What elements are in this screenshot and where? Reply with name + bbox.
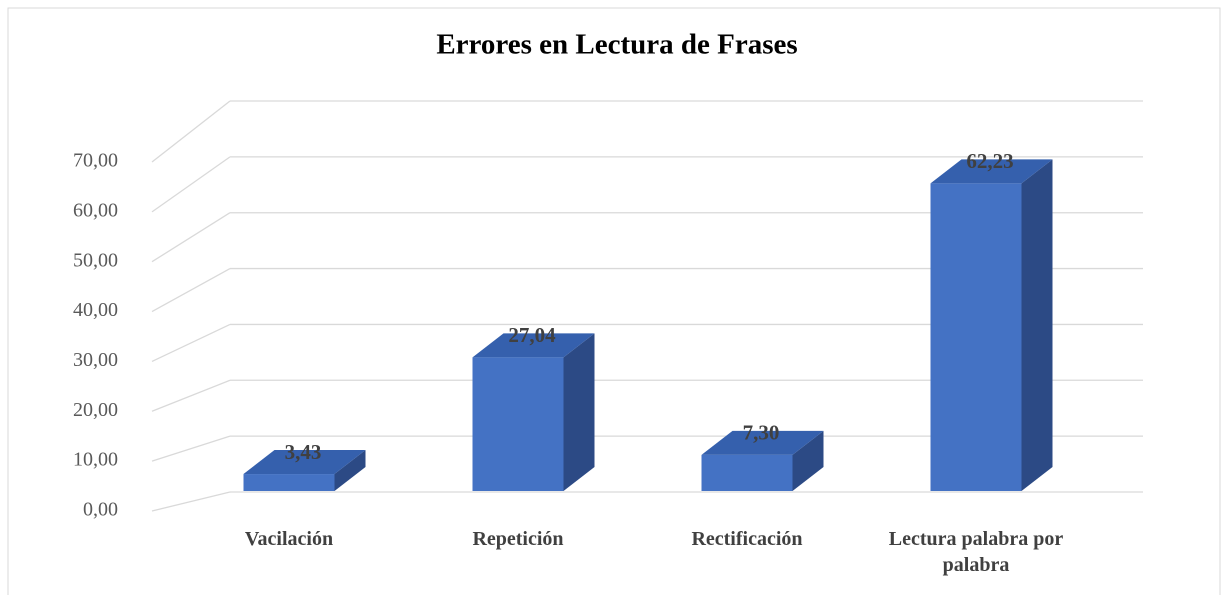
- chart-title: Errores en Lectura de Frases: [436, 29, 797, 61]
- bar-top: [243, 450, 366, 475]
- data-label: 62,23: [966, 149, 1013, 173]
- y-tick-label: 0,00: [83, 499, 118, 521]
- data-label: 7,30: [743, 421, 780, 445]
- bar: [930, 183, 1022, 491]
- grid-line-side: [151, 268, 231, 313]
- grid-line-side: [151, 323, 231, 363]
- bar: [243, 474, 335, 491]
- bar: [472, 357, 564, 491]
- x-tick-label: Lectura palabra por palabra: [888, 528, 1064, 576]
- grid-line-side: [151, 156, 231, 213]
- data-label: 3,43: [285, 440, 322, 464]
- x-tick-label: Vacilación: [244, 528, 334, 550]
- grid-line-side: [151, 212, 231, 263]
- grid-line-side: [151, 491, 231, 512]
- grid-line-side: [151, 100, 231, 163]
- y-tick-label: 30,00: [73, 349, 118, 371]
- bar: [701, 454, 793, 491]
- bar-side: [563, 333, 595, 491]
- grid-line-side: [151, 435, 231, 462]
- bar-side: [792, 430, 824, 491]
- bar-top: [701, 430, 824, 455]
- data-label: 27,04: [508, 323, 556, 347]
- bar-side: [1021, 159, 1053, 491]
- y-tick-label: 60,00: [73, 199, 118, 221]
- y-tick-label: 40,00: [73, 299, 118, 321]
- bar-top: [472, 333, 595, 358]
- y-tick-label: 50,00: [73, 249, 118, 271]
- grid-line-side: [151, 379, 231, 412]
- bar-top: [930, 159, 1053, 184]
- bar-side: [334, 450, 366, 491]
- y-tick-label: 10,00: [73, 449, 118, 471]
- y-tick-label: 70,00: [73, 150, 118, 172]
- x-tick-label: Rectificación: [691, 528, 803, 550]
- y-tick-label: 20,00: [73, 399, 118, 421]
- x-tick-label: Repetición: [472, 528, 564, 550]
